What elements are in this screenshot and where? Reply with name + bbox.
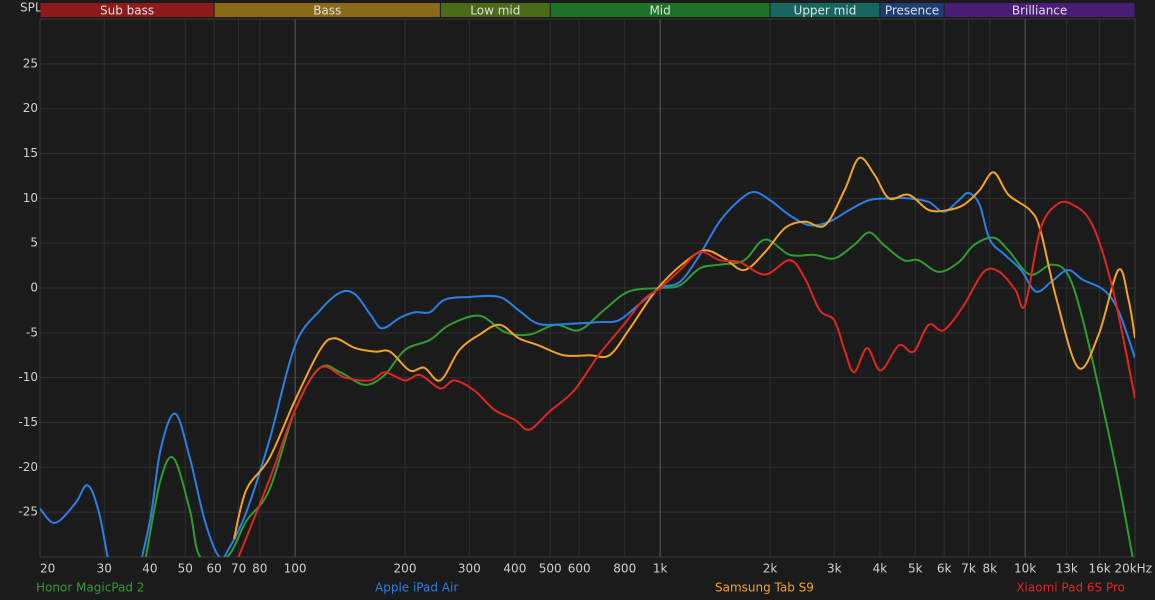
x-tick-label: 800: [613, 562, 636, 576]
x-tick-label: 7k: [961, 562, 976, 576]
x-tick-label: 20: [40, 562, 55, 576]
x-tick-label: 200: [394, 562, 417, 576]
x-tick-label: 80: [252, 562, 267, 576]
band: [944, 3, 1135, 17]
x-tick-label: 500: [539, 562, 562, 576]
x-tick-label: 60: [207, 562, 222, 576]
band: [880, 3, 944, 17]
x-tick-label: 5k: [908, 562, 923, 576]
legend-entry: Xiaomi Pad 6S Pro: [1016, 581, 1125, 595]
x-tick-label: 100: [284, 562, 307, 576]
band-label: Presence: [885, 4, 939, 18]
band-label: Upper mid: [794, 4, 857, 18]
legend-entry: Honor MagicPad 2: [36, 581, 144, 595]
legend-entry: Apple iPad Air: [375, 581, 458, 595]
band: [770, 3, 880, 17]
curve: [237, 200, 1135, 557]
y-tick-label: -20: [18, 460, 38, 474]
y-tick-label: -10: [18, 370, 38, 384]
band-label: Sub bass: [100, 4, 154, 18]
y-tick-label: 10: [23, 191, 38, 205]
y-tick-label: 0: [30, 281, 38, 295]
band: [214, 3, 440, 17]
x-tick-label: 600: [568, 562, 591, 576]
x-tick-label: 40: [142, 562, 157, 576]
curve: [233, 156, 1135, 540]
legend-entry: Samsung Tab S9: [715, 581, 814, 595]
y-tick-label: 15: [23, 146, 38, 160]
band-label: Low mid: [470, 4, 520, 18]
x-tick-label: 2k: [763, 562, 778, 576]
x-tick-label: 13k: [1056, 562, 1078, 576]
plot-area: [40, 156, 1135, 557]
x-tick-label: 70: [231, 562, 246, 576]
band: [550, 3, 770, 17]
y-tick-label: -15: [18, 415, 38, 429]
x-tick-label: 20kHz: [1114, 562, 1152, 576]
plot-frame: [39, 18, 1136, 558]
band: [40, 3, 214, 17]
x-tick-label: 400: [503, 562, 526, 576]
band-label: Brilliance: [1012, 4, 1067, 18]
y-tick-label: 5: [30, 236, 38, 250]
y-tick-label: 20: [23, 101, 38, 115]
x-tick-label: 3k: [827, 562, 842, 576]
x-tick-label: 10k: [1014, 562, 1036, 576]
x-tick-label: 8k: [982, 562, 997, 576]
x-tick-label: 6k: [937, 562, 952, 576]
y-tick-label: 25: [23, 56, 38, 70]
x-tick-label: 4k: [873, 562, 888, 576]
x-tick-label: 30: [97, 562, 112, 576]
y-tick-label: -25: [18, 505, 38, 519]
curve: [40, 191, 1135, 557]
band-label: Mid: [649, 4, 670, 18]
y-tick-label: -5: [26, 325, 38, 339]
x-tick-label: 50: [178, 562, 193, 576]
x-tick-label: 1k: [653, 562, 668, 576]
x-tick-label: 16k: [1089, 562, 1111, 576]
y-axis-label: SPL: [20, 1, 42, 15]
x-tick-label: 300: [458, 562, 481, 576]
band: [440, 3, 550, 17]
band-label: Bass: [313, 4, 341, 18]
